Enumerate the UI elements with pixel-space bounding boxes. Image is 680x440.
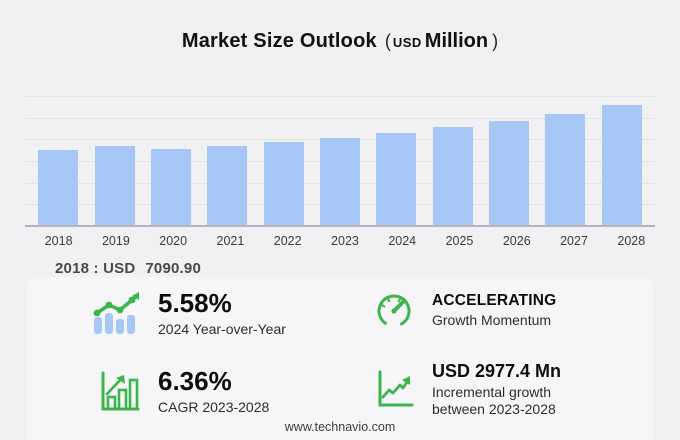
xlabel-2024: 2024 xyxy=(388,234,417,248)
yoy-label: 2024 Year-over-Year xyxy=(158,320,286,337)
xlabel-2026: 2026 xyxy=(502,234,531,248)
yoy-value: 5.58% xyxy=(158,288,232,318)
footer-url[interactable]: www.technavio.com xyxy=(284,420,396,434)
page-title: Market Size Outlook (USD Million) xyxy=(0,30,680,53)
x-axis-line xyxy=(25,225,655,227)
stat-incremental-text: USD 2977.4 Mn Incremental growth between… xyxy=(432,361,592,419)
bar-2020 xyxy=(150,149,191,227)
stat-momentum-text: ACCELERATING Growth Momentum xyxy=(432,292,556,329)
stat-cagr: 6.36% CAGR 2023-2028 xyxy=(97,366,270,416)
title-text: Market Size Outlook xyxy=(181,30,377,52)
xlabel-2021: 2021 xyxy=(216,234,245,248)
key-stats-panel: 5.58% 2024 Year-over-Year ACCELERATING G… xyxy=(27,277,653,440)
xlabel-2023: 2023 xyxy=(331,234,359,248)
stat-yoy-growth: 5.58% 2024 Year-over-Year xyxy=(91,288,286,338)
line-chart-icon xyxy=(378,370,414,407)
title-close-paren: ) xyxy=(492,31,499,51)
base-year-value: 7090.90 xyxy=(145,260,201,277)
bar-2025 xyxy=(432,126,473,227)
xlabel-2020: 2020 xyxy=(159,234,188,248)
bar-2027 xyxy=(545,114,586,227)
xlabel-2019: 2019 xyxy=(101,234,130,248)
incremental-value: USD 2977.4 Mn xyxy=(432,361,562,381)
bar-2028 xyxy=(601,105,642,227)
stat-growth-momentum: ACCELERATING Growth Momentum xyxy=(373,291,556,331)
footer: www.technavio.com xyxy=(27,420,653,434)
speedometer-icon xyxy=(377,294,411,328)
bar-2019 xyxy=(94,146,135,227)
bar-2024 xyxy=(376,132,417,227)
gridline-12000 xyxy=(25,96,655,97)
stat-incremental-growth: USD 2977.4 Mn Incremental growth between… xyxy=(373,361,592,419)
x-axis-labels: 2018 2019 2020 2021 2022 2023 2024 2025 2026 2027… xyxy=(25,234,665,248)
bar-chart-plot xyxy=(25,96,655,227)
stat-yoy-text: 5.58% 2024 Year-over-Year xyxy=(158,288,286,338)
bar-2021 xyxy=(207,146,248,227)
incremental-label: Incremental growth between 2023-2028 xyxy=(432,383,556,418)
title-currency-unit: USD xyxy=(392,35,422,50)
xlabel-2025: 2025 xyxy=(445,234,474,248)
title-open-paren: ( xyxy=(384,31,391,51)
title-magnitude-unit: Million xyxy=(424,30,489,52)
xlabel-2027: 2027 xyxy=(560,234,588,248)
bar-2018 xyxy=(38,150,79,227)
stat-cagr-text: 6.36% CAGR 2023-2028 xyxy=(158,366,270,416)
bar-chart-trend-icon xyxy=(93,291,139,334)
cagr-value: 6.36% xyxy=(158,366,232,396)
xlabel-2022: 2022 xyxy=(273,234,302,248)
momentum-label: Growth Momentum xyxy=(432,312,552,329)
base-year-label: 2018 : USD xyxy=(55,260,136,277)
cagr-label: CAGR 2023-2028 xyxy=(158,398,270,415)
bar-2022 xyxy=(263,142,304,227)
base-year-annotation: 2018 : USD 7090.90 xyxy=(55,260,201,277)
bar-2026 xyxy=(489,121,530,227)
bar-2023 xyxy=(319,137,360,227)
growth-bars-icon xyxy=(101,371,140,411)
xlabel-2028: 2028 xyxy=(617,234,646,248)
momentum-value: ACCELERATING xyxy=(432,292,557,310)
xlabel-2018: 2018 xyxy=(44,234,73,248)
bar-series xyxy=(25,97,655,227)
gridline-10000 xyxy=(25,117,655,119)
